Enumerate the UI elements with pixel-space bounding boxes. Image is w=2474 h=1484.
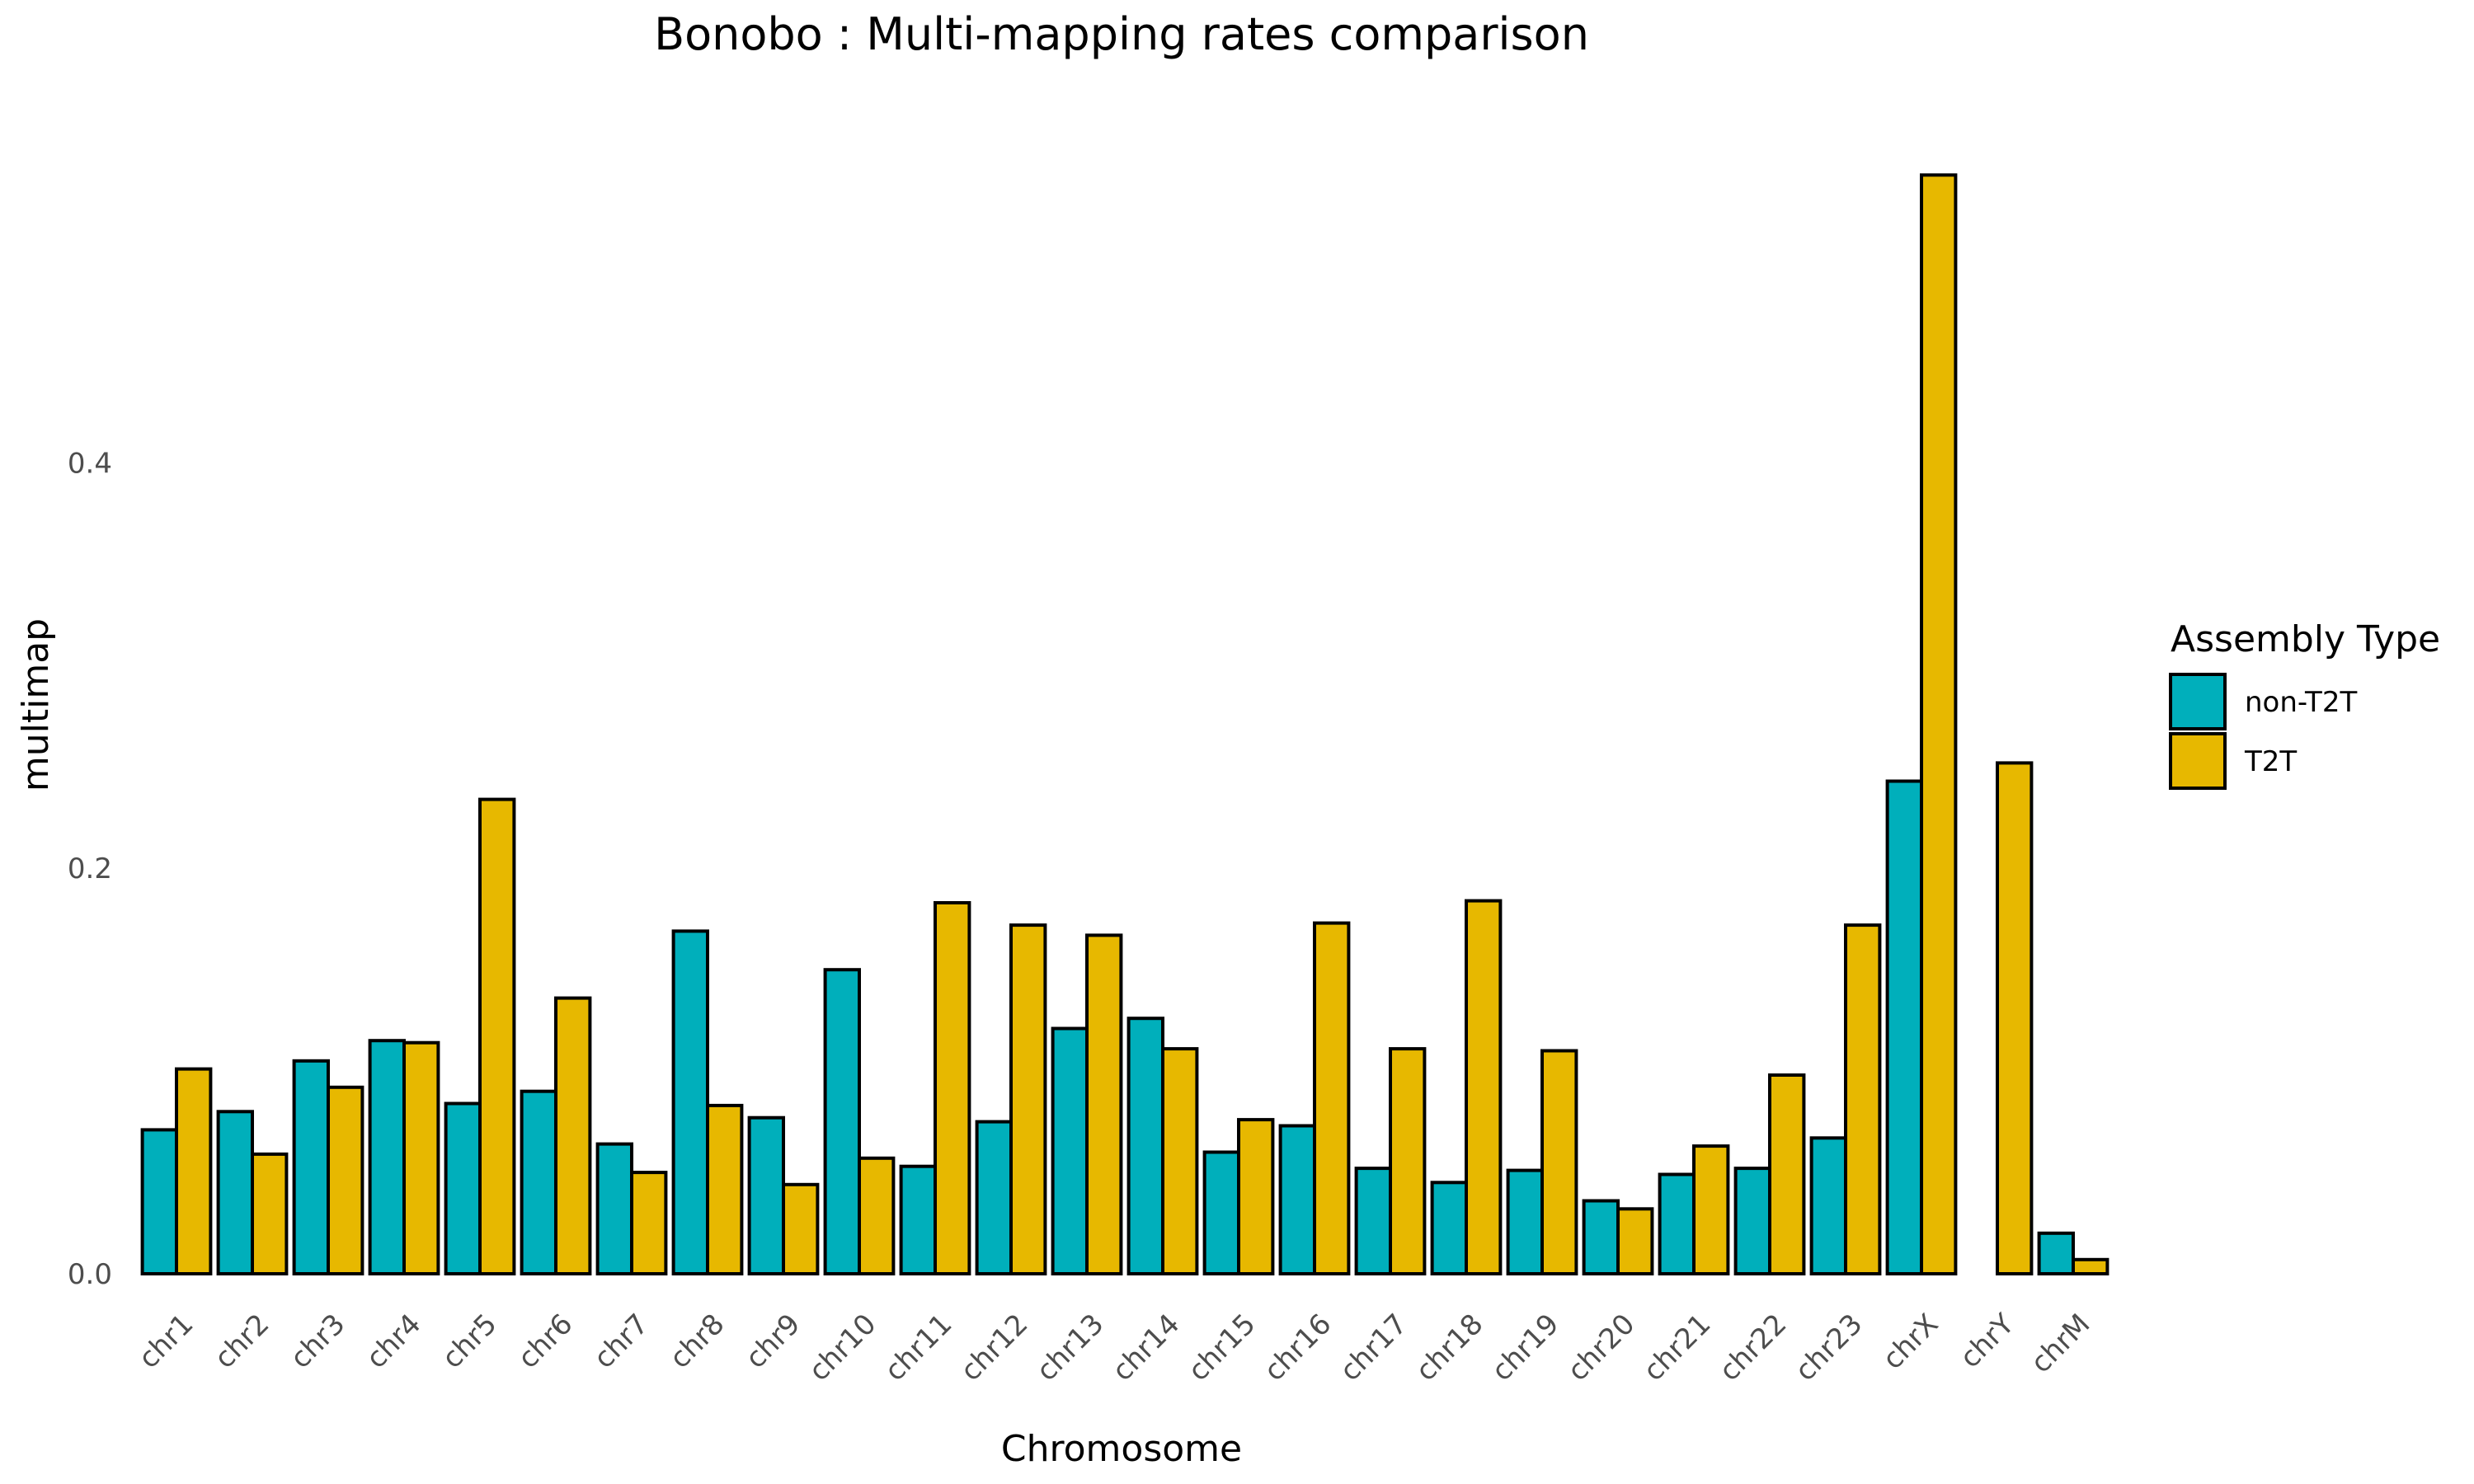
x-tick-label: chr4 <box>360 1308 427 1375</box>
x-tick-label: chr1 <box>132 1308 200 1375</box>
legend-label-t2t: T2T <box>2244 745 2297 778</box>
bar-non-t2t-chr6 <box>520 1089 557 1275</box>
bar-non-t2t-chr5 <box>444 1101 482 1275</box>
x-tick-label: chr15 <box>1182 1308 1262 1388</box>
bar-non-t2t-chr13 <box>1051 1026 1089 1275</box>
x-tick-label: chr6 <box>511 1308 579 1375</box>
y-tick-label: 0.2 <box>68 852 112 885</box>
x-tick-label: chr23 <box>1789 1308 1869 1388</box>
y-tick-label: 0.0 <box>68 1258 112 1291</box>
bar-t2t-chr16 <box>1313 921 1351 1275</box>
bar-t2t-chr4 <box>402 1040 440 1275</box>
bar-t2t-chr8 <box>706 1103 744 1276</box>
x-tick-label: chr8 <box>663 1308 731 1375</box>
y-axis-ticks: 0.0 0.2 0.4 <box>68 447 112 1291</box>
bar-non-t2t-chrX <box>1885 779 1924 1275</box>
legend-label-non-t2t: non-T2T <box>2245 686 2357 719</box>
x-tick-label: chrX <box>1876 1308 1945 1376</box>
bar-non-t2t-chr20 <box>1582 1199 1620 1275</box>
bar-t2t-chr12 <box>1009 923 1047 1275</box>
x-tick-label: chr7 <box>587 1308 655 1375</box>
x-tick-label: chr20 <box>1561 1308 1641 1388</box>
bar-t2t-chr21 <box>1692 1144 1730 1275</box>
bar-non-t2t-chr4 <box>368 1039 407 1275</box>
bar-non-t2t-chr7 <box>595 1142 633 1275</box>
x-tick-label: chr3 <box>284 1308 351 1375</box>
bar-t2t-chr18 <box>1465 899 1503 1275</box>
bar-t2t-chr19 <box>1540 1049 1578 1275</box>
bar-non-t2t-chr9 <box>747 1115 785 1275</box>
bar-t2t-chr20 <box>1616 1207 1654 1276</box>
y-axis-label: multimap <box>15 618 57 791</box>
bar-non-t2t-chr10 <box>823 968 861 1275</box>
bar-non-t2t-chr3 <box>292 1059 331 1276</box>
bar-non-t2t-chrM <box>2037 1231 2076 1276</box>
bar-non-t2t-chr22 <box>1733 1167 1772 1275</box>
bar-t2t-chr7 <box>630 1171 668 1275</box>
bar-t2t-chr13 <box>1085 933 1123 1276</box>
x-tick-label: chr11 <box>878 1308 958 1388</box>
x-tick-label: chr21 <box>1637 1308 1717 1388</box>
x-tick-label: chr2 <box>208 1308 275 1375</box>
bar-non-t2t-chr8 <box>671 929 709 1276</box>
bar-non-t2t-chr23 <box>1809 1136 1848 1276</box>
bar-non-t2t-chr1 <box>140 1128 179 1276</box>
x-tick-label: chr16 <box>1258 1308 1338 1388</box>
y-tick-label: 0.4 <box>68 447 112 480</box>
bar-t2t-chr14 <box>1161 1047 1199 1275</box>
x-tick-label: chr22 <box>1713 1308 1793 1388</box>
bar-non-t2t-chr17 <box>1354 1167 1392 1275</box>
x-tick-label: chrM <box>2025 1308 2096 1379</box>
x-tick-label: chr9 <box>739 1308 807 1375</box>
x-tick-label: chr19 <box>1485 1308 1565 1388</box>
legend-key-t2t <box>2169 732 2227 790</box>
bar-t2t-chrY <box>1996 761 2034 1275</box>
bar-non-t2t-chr15 <box>1202 1150 1240 1275</box>
bar-non-t2t-chr12 <box>975 1120 1013 1275</box>
bar-t2t-chrX <box>1920 173 1958 1275</box>
bar-t2t-chr15 <box>1237 1118 1275 1275</box>
x-tick-label: chr12 <box>954 1308 1034 1388</box>
bar-t2t-chr5 <box>478 797 516 1275</box>
legend: Assembly Type non-T2T T2T <box>2169 618 2440 790</box>
bar-non-t2t-chr21 <box>1658 1172 1696 1275</box>
bar-non-t2t-chr11 <box>899 1164 937 1275</box>
x-tick-label: chr18 <box>1409 1308 1489 1388</box>
legend-title: Assembly Type <box>2171 618 2440 660</box>
bar-non-t2t-chr14 <box>1126 1017 1164 1275</box>
x-tick-label: chr13 <box>1030 1308 1110 1388</box>
x-tick-label: chr5 <box>435 1308 503 1375</box>
legend-key-non-t2t <box>2169 673 2227 730</box>
bars-group <box>140 173 2109 1276</box>
bar-t2t-chr6 <box>554 996 592 1275</box>
x-tick-label: chrY <box>1954 1308 2020 1374</box>
bar-non-t2t-chr16 <box>1278 1124 1316 1275</box>
bar-t2t-chr11 <box>934 901 971 1275</box>
bar-t2t-chr1 <box>175 1067 213 1275</box>
bar-non-t2t-chr18 <box>1430 1181 1468 1276</box>
x-axis-label: Chromosome <box>1001 1428 1242 1470</box>
bar-t2t-chrM <box>2072 1257 2109 1276</box>
chart-title: Bonobo : Multi-mapping rates comparison <box>654 8 1589 60</box>
bar-t2t-chr23 <box>1844 923 1882 1275</box>
bar-t2t-chr17 <box>1389 1047 1427 1275</box>
bar-non-t2t-chr2 <box>216 1110 255 1276</box>
x-axis-ticks: chr1 chr2 chr3 chr4 chr5 chr6 chr7 chr8 chr9chr1… <box>132 1308 2096 1388</box>
bar-non-t2t-chr19 <box>1506 1168 1544 1275</box>
bar-t2t-chr2 <box>251 1152 289 1276</box>
x-tick-label: chr10 <box>802 1308 882 1388</box>
x-tick-label: chr14 <box>1106 1308 1186 1388</box>
bar-t2t-chr9 <box>782 1182 820 1276</box>
bar-t2t-chr10 <box>858 1156 896 1276</box>
bar-t2t-chr3 <box>327 1085 365 1276</box>
bar-t2t-chr22 <box>1768 1073 1806 1275</box>
x-tick-label: chr17 <box>1333 1308 1413 1388</box>
